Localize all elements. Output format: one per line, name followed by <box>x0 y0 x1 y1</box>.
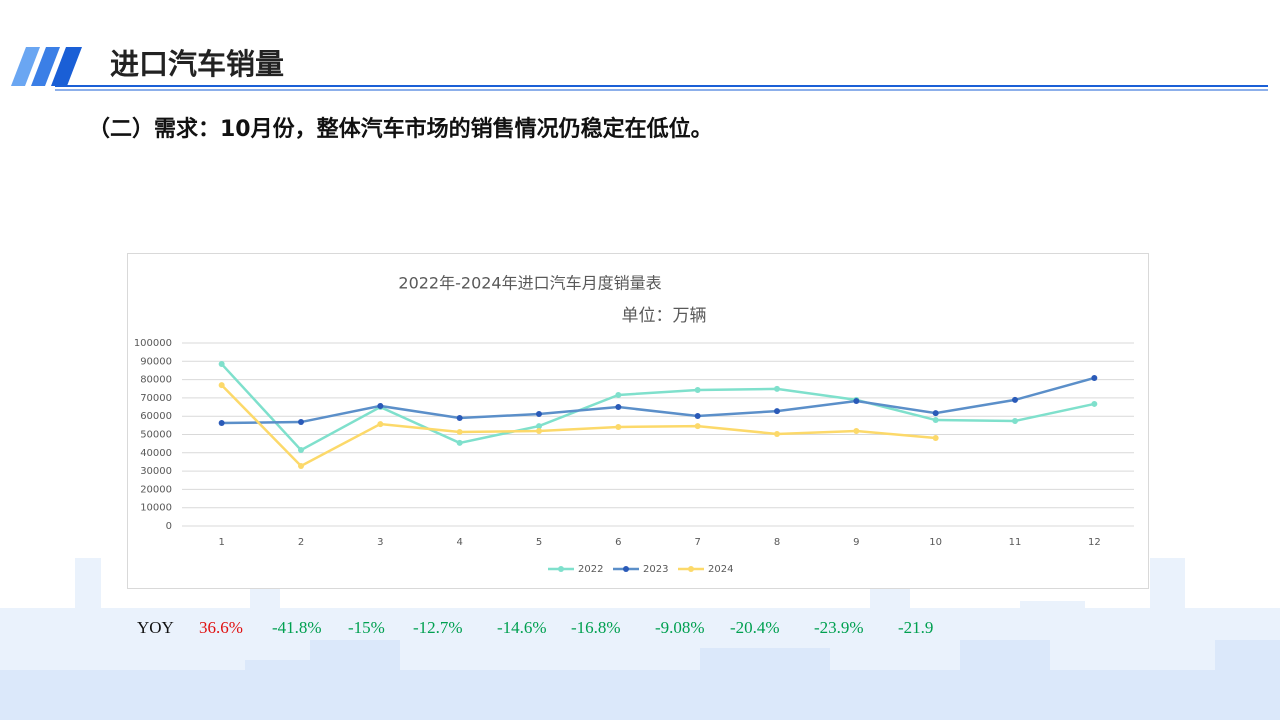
y-tick-label: 0 <box>166 521 172 532</box>
yoy-value: -20.4% <box>730 618 780 637</box>
data-point <box>932 434 939 441</box>
data-point <box>774 408 780 415</box>
data-point <box>615 391 622 398</box>
data-point <box>1012 396 1018 403</box>
series-line <box>220 384 936 468</box>
x-tick-label: 5 <box>536 537 542 548</box>
data-point <box>1012 417 1018 424</box>
x-tick-label: 8 <box>774 537 780 548</box>
legend-label: 2022 <box>578 564 603 575</box>
legend-marker <box>688 566 694 572</box>
y-tick-label: 100000 <box>134 338 172 349</box>
y-tick-label: 90000 <box>140 356 172 367</box>
data-point <box>774 385 780 392</box>
data-point <box>615 423 622 430</box>
data-point <box>853 398 860 405</box>
data-point <box>298 462 304 469</box>
data-point <box>694 387 701 394</box>
yoy-value: -15% <box>348 618 385 637</box>
data-point <box>932 417 939 424</box>
yoy-value: -9.08% <box>655 618 705 637</box>
skyline-front <box>0 640 1280 720</box>
yoy-value: -21.9 <box>898 618 933 637</box>
legend-label: 2023 <box>643 564 668 575</box>
data-point <box>456 415 463 422</box>
x-tick-label: 9 <box>853 537 859 548</box>
series-line <box>221 376 1095 425</box>
x-tick-label: 1 <box>218 537 224 548</box>
x-tick-label: 7 <box>694 537 700 548</box>
data-point <box>1091 400 1098 407</box>
data-point <box>615 404 622 411</box>
data-point <box>536 423 542 430</box>
legend-label: 2024 <box>708 564 733 575</box>
data-point <box>1091 374 1098 381</box>
y-tick-label: 80000 <box>140 375 172 386</box>
data-point <box>377 421 384 428</box>
yoy-value: -23.9% <box>814 618 864 637</box>
data-point <box>218 361 225 368</box>
x-tick-label: 4 <box>456 537 462 548</box>
page-subtitle: （二）需求：10月份，整体汽车市场的销售情况仍稳定在低位。 <box>88 116 713 142</box>
yoy-value: -14.6% <box>497 618 547 637</box>
data-point <box>298 447 304 454</box>
y-tick-label: 40000 <box>140 448 172 459</box>
x-tick-label: 10 <box>929 537 942 548</box>
x-tick-label: 12 <box>1088 537 1101 548</box>
data-point <box>853 428 860 435</box>
yoy-value: 36.6% <box>199 618 243 637</box>
legend-marker <box>623 566 629 572</box>
chart-title: 2022年-2024年进口汽车月度销量表 <box>398 274 661 293</box>
data-point <box>456 428 463 435</box>
data-point <box>456 439 463 446</box>
data-point <box>694 423 701 430</box>
data-point <box>218 419 225 426</box>
data-point <box>932 410 939 417</box>
x-tick-label: 6 <box>615 537 621 548</box>
chart-subtitle: 单位：万辆 <box>622 306 707 326</box>
legend-marker <box>558 566 564 572</box>
yoy-value: -41.8% <box>272 618 322 637</box>
x-tick-label: 2 <box>298 537 304 548</box>
y-tick-label: 10000 <box>140 503 172 514</box>
data-point <box>536 428 542 435</box>
y-tick-label: 60000 <box>140 411 172 422</box>
x-tick-label: 11 <box>1009 537 1022 548</box>
data-point <box>377 402 384 409</box>
y-tick-label: 20000 <box>140 484 172 495</box>
yoy-value: -16.8% <box>571 618 621 637</box>
data-point <box>298 419 304 426</box>
series-line <box>220 363 1095 452</box>
data-point <box>218 382 225 389</box>
y-tick-label: 70000 <box>140 393 172 404</box>
page-title: 进口汽车销量 <box>110 47 284 81</box>
header-stripes <box>11 47 82 86</box>
data-point <box>774 430 780 437</box>
y-tick-label: 30000 <box>140 466 172 477</box>
yoy-value: -12.7% <box>413 618 463 637</box>
data-point <box>536 411 542 418</box>
y-tick-label: 50000 <box>140 430 172 441</box>
data-point <box>694 413 701 420</box>
x-tick-label: 3 <box>377 537 383 548</box>
yoy-label: YOY <box>137 618 174 637</box>
